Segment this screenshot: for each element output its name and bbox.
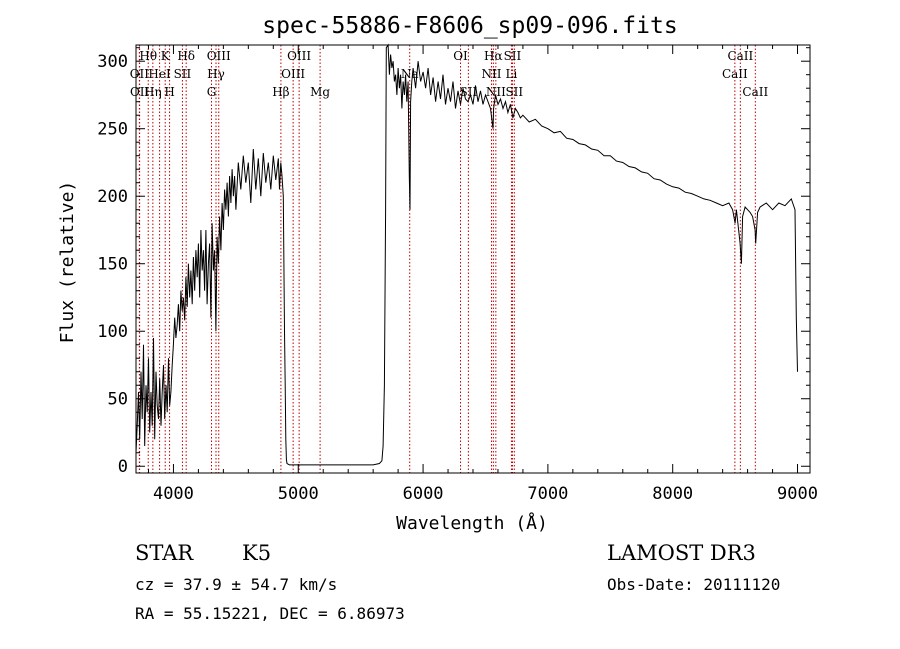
survey-name: LAMOST DR3 (607, 541, 756, 565)
line-marker-label: Hβ (272, 85, 289, 99)
line-marker-label: OIII (281, 67, 305, 81)
line-marker-label: SII (505, 85, 523, 99)
line-marker-label: CaII (742, 85, 768, 99)
line-marker-label: SII (174, 67, 192, 81)
redshift-cz: cz = 37.9 ± 54.7 km/s (135, 575, 337, 594)
line-marker-label: CaII (722, 67, 748, 81)
line-markers (138, 45, 756, 473)
x-tick-label: 6000 (403, 484, 444, 504)
line-marker-label: Na (401, 67, 419, 81)
y-tick-label: 0 (118, 457, 128, 477)
line-marker-label: Hθ (139, 49, 157, 63)
x-tick-label: 7000 (527, 484, 568, 504)
plot-frame (135, 44, 811, 474)
y-tick-label: 50 (108, 390, 128, 410)
line-marker-label: NII (486, 85, 506, 99)
line-marker-label: Hδ (177, 49, 195, 63)
x-axis-label: Wavelength (Å) (396, 512, 548, 534)
x-tick-label: 5000 (278, 484, 319, 504)
x-tick-label: 9000 (777, 484, 818, 504)
line-marker-label: NII (481, 67, 501, 81)
y-tick-label: 200 (97, 187, 128, 207)
object-subclass: K5 (242, 541, 271, 565)
obs-date: Obs-Date: 20111120 (607, 575, 780, 594)
line-marker-label: OII (130, 85, 150, 99)
line-marker-label: Li (506, 67, 518, 81)
x-axis: 4000 5000 6000 7000 8000 9000 (147, 45, 818, 504)
y-axis-label: Flux (relative) (57, 181, 78, 344)
line-marker-label: K (161, 49, 171, 63)
y-axis: 0 50 100 150 200 250 300 (97, 47, 810, 477)
line-marker-label: OII (130, 67, 150, 81)
y-tick-label: 100 (97, 322, 128, 342)
line-marker-label: OI (453, 49, 468, 63)
line-marker-label: SII (460, 85, 478, 99)
line-marker-label: CaII (727, 49, 753, 63)
line-marker-label: Mg (310, 85, 330, 99)
object-class: STAR (135, 541, 194, 565)
line-marker-labels: HθOIIOIIHηHeIKHSIIHδGHγOIIIHβOIIIOIIIMgN… (130, 49, 769, 99)
line-marker-label: OIII (287, 49, 311, 63)
line-marker-label: G (207, 85, 217, 99)
line-marker-label: SII (504, 49, 522, 63)
line-marker-label: Hα (484, 49, 503, 63)
line-marker-label: Hγ (207, 67, 225, 81)
chart-title: spec-55886-F8606_sp09-096.fits (262, 13, 677, 39)
y-tick-label: 300 (97, 52, 128, 72)
line-marker-label: HeI (148, 67, 171, 81)
line-marker-label: H (164, 85, 174, 99)
x-tick-label: 8000 (652, 484, 693, 504)
line-marker-label: OIII (207, 49, 231, 63)
series-flux (135, 43, 798, 466)
y-tick-label: 150 (97, 255, 128, 275)
line-marker-label: Hη (144, 85, 162, 99)
x-tick-label: 4000 (153, 484, 194, 504)
y-tick-label: 250 (97, 120, 128, 140)
coordinates: RA = 55.15221, DEC = 6.86973 (135, 604, 405, 623)
